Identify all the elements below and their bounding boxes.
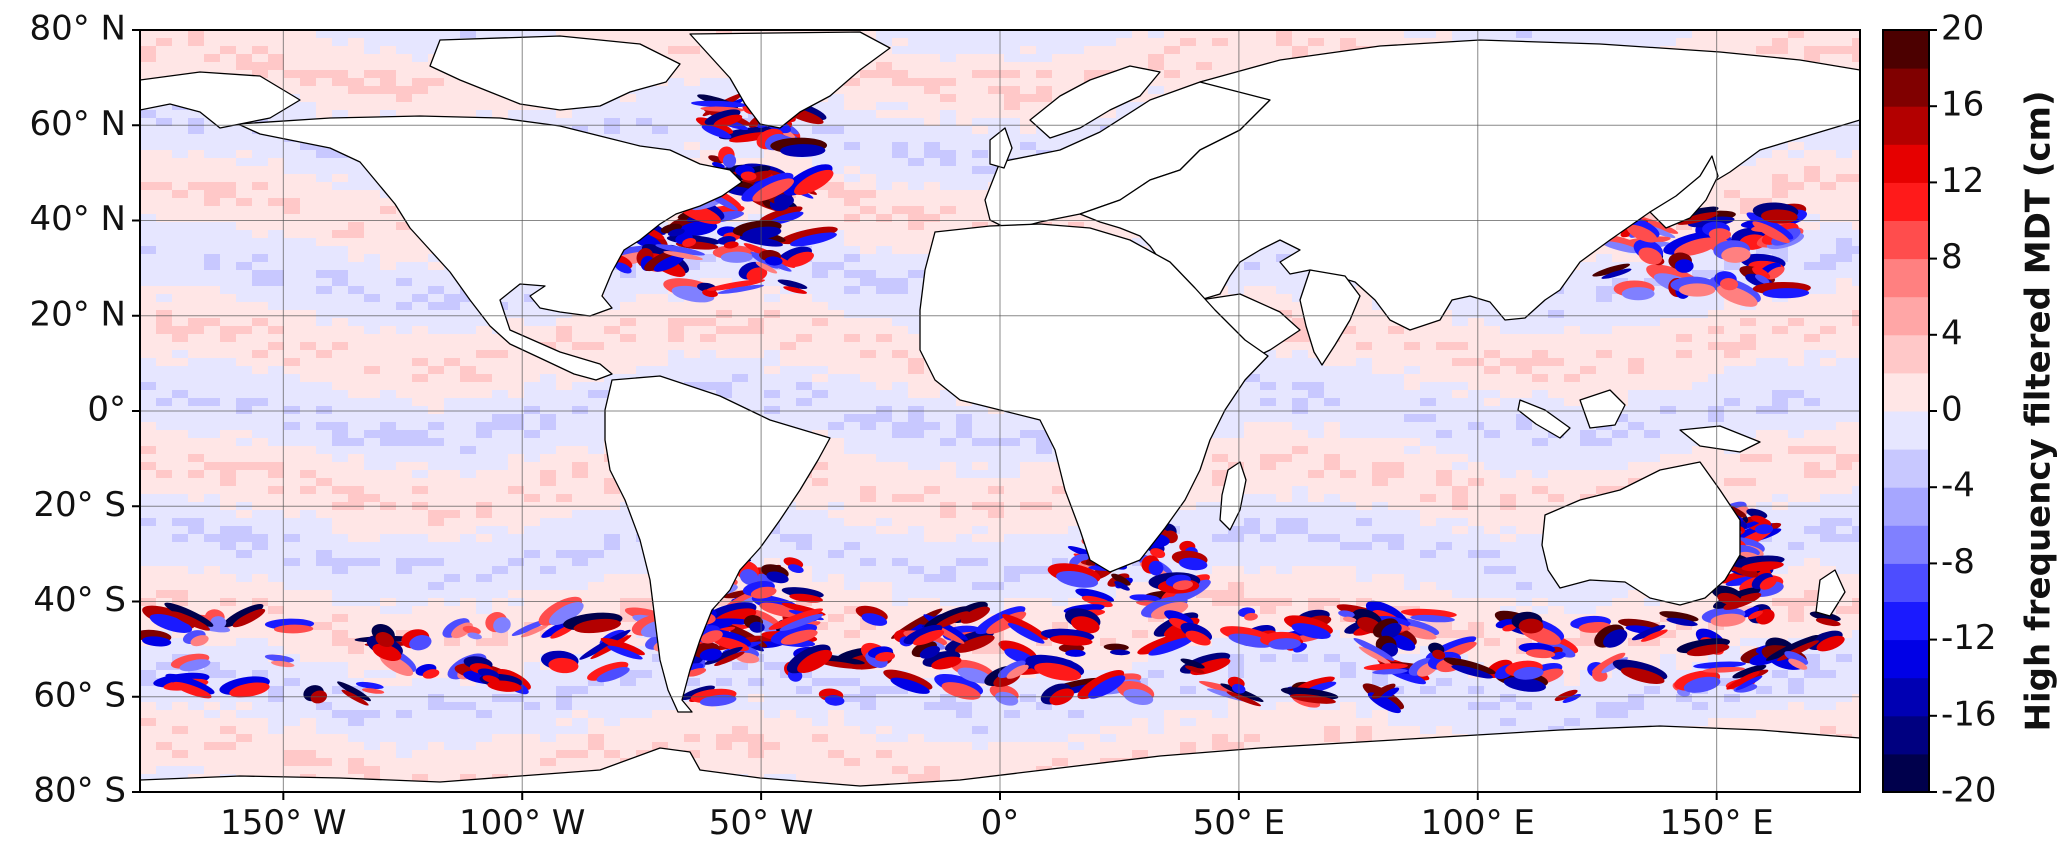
- latitude-axis: 80° N 60° N 40° N 20° N 0° 20° S 40° S 60° S 80°…: [29, 9, 140, 811]
- colorbar-swatches: [1883, 30, 1929, 793]
- colorbar-label: High frequency filtered MDT (cm): [2019, 91, 2059, 732]
- colorbar-ticks: 20 16 12 8 4 0 -4 -8 -12 -16 -20: [1929, 9, 1997, 811]
- colorbar-swatch: [1883, 68, 1929, 107]
- land-africa: [919, 223, 1269, 573]
- lat-tick-label: 0°: [87, 390, 126, 430]
- colorbar-swatch: [1883, 258, 1929, 298]
- land-new-zealand: [1815, 569, 1846, 617]
- colorbar-swatch: [1883, 525, 1929, 564]
- land-greenland: [689, 31, 891, 129]
- colorbar-tick-label: 4: [1941, 313, 1963, 353]
- longitude-axis: 150° W 100° W 50° W 0° 50° E 100° E 150° E: [220, 792, 1774, 843]
- colorbar-tick-label: 12: [1941, 161, 1984, 201]
- lat-tick-label: 40° N: [29, 199, 126, 239]
- lat-tick-label: 80° N: [29, 9, 126, 49]
- lon-tick-label: 150° E: [1660, 803, 1774, 843]
- land-sumatra: [1517, 399, 1571, 439]
- colorbar-swatch: [1883, 296, 1929, 336]
- colorbar-tick-label: -20: [1941, 771, 1997, 811]
- land-british-isles: [989, 127, 1013, 169]
- land-australia: [1541, 461, 1741, 606]
- colorbar-swatch: [1883, 182, 1929, 221]
- colorbar-tick-label: -16: [1941, 694, 1997, 734]
- colorbar-swatch: [1883, 144, 1929, 183]
- colorbar-swatch: [1883, 30, 1929, 69]
- colorbar: 20 16 12 8 4 0 -4 -8 -12 -16 -20 High frequency fi…: [1882, 9, 2059, 811]
- colorbar-swatch: [1883, 106, 1929, 145]
- lat-tick-label: 40° S: [33, 580, 126, 620]
- colorbar-tick-label: 20: [1941, 9, 1984, 49]
- lat-tick-label: 20° S: [33, 485, 126, 525]
- land-japan: [1649, 155, 1719, 229]
- land-antarctica: [140, 725, 1860, 792]
- lon-tick-label: 100° E: [1421, 803, 1535, 843]
- lat-tick-label: 60° N: [29, 104, 126, 144]
- lon-tick-label: 0°: [981, 803, 1020, 843]
- colorbar-swatch: [1883, 487, 1929, 526]
- land-new-guinea: [1679, 425, 1761, 453]
- land-scandinavia: [1029, 65, 1161, 139]
- land-alaska: [140, 71, 301, 129]
- map-gridlines: [140, 30, 1860, 792]
- colorbar-swatch: [1883, 220, 1929, 260]
- colorbar-tick-label: 8: [1941, 237, 1963, 277]
- colorbar-swatch: [1883, 563, 1929, 602]
- land-borneo: [1579, 389, 1626, 429]
- colorbar-swatch: [1883, 601, 1929, 641]
- land-canadian-arctic: [429, 35, 681, 111]
- colorbar-tick-label: 16: [1941, 85, 1984, 125]
- land-south-america: [604, 375, 831, 713]
- lat-tick-label: 60° S: [33, 675, 126, 715]
- land-layer: [140, 31, 1860, 792]
- lon-tick-label: 50° E: [1193, 803, 1286, 843]
- land-india: [1299, 269, 1361, 366]
- lon-tick-label: 50° W: [709, 803, 814, 843]
- colorbar-swatch: [1883, 411, 1929, 450]
- colorbar-swatch: [1883, 372, 1929, 412]
- lon-tick-label: 150° W: [220, 803, 346, 843]
- colorbar-swatch: [1883, 753, 1929, 793]
- eddy-region-4: [140, 596, 1845, 714]
- lat-tick-label: 80° S: [33, 771, 126, 811]
- colorbar-swatch: [1883, 677, 1929, 717]
- colorbar-swatch: [1883, 639, 1929, 679]
- land-asia: [1079, 39, 1860, 331]
- land-madagascar: [1219, 461, 1247, 531]
- colorbar-swatch: [1883, 334, 1929, 374]
- map-panel: [139, 29, 1861, 793]
- lat-tick-label: 20° N: [29, 294, 126, 334]
- colorbar-tick-label: -8: [1941, 542, 1975, 582]
- colorbar-tick-label: -4: [1941, 466, 1975, 506]
- colorbar-tick-label: -12: [1941, 618, 1997, 658]
- lon-tick-label: 100° W: [459, 803, 585, 843]
- land-north-america: [237, 115, 743, 381]
- colorbar-swatch: [1883, 449, 1929, 488]
- colorbar-tick-label: 0: [1941, 390, 1963, 430]
- colorbar-swatch: [1883, 715, 1929, 755]
